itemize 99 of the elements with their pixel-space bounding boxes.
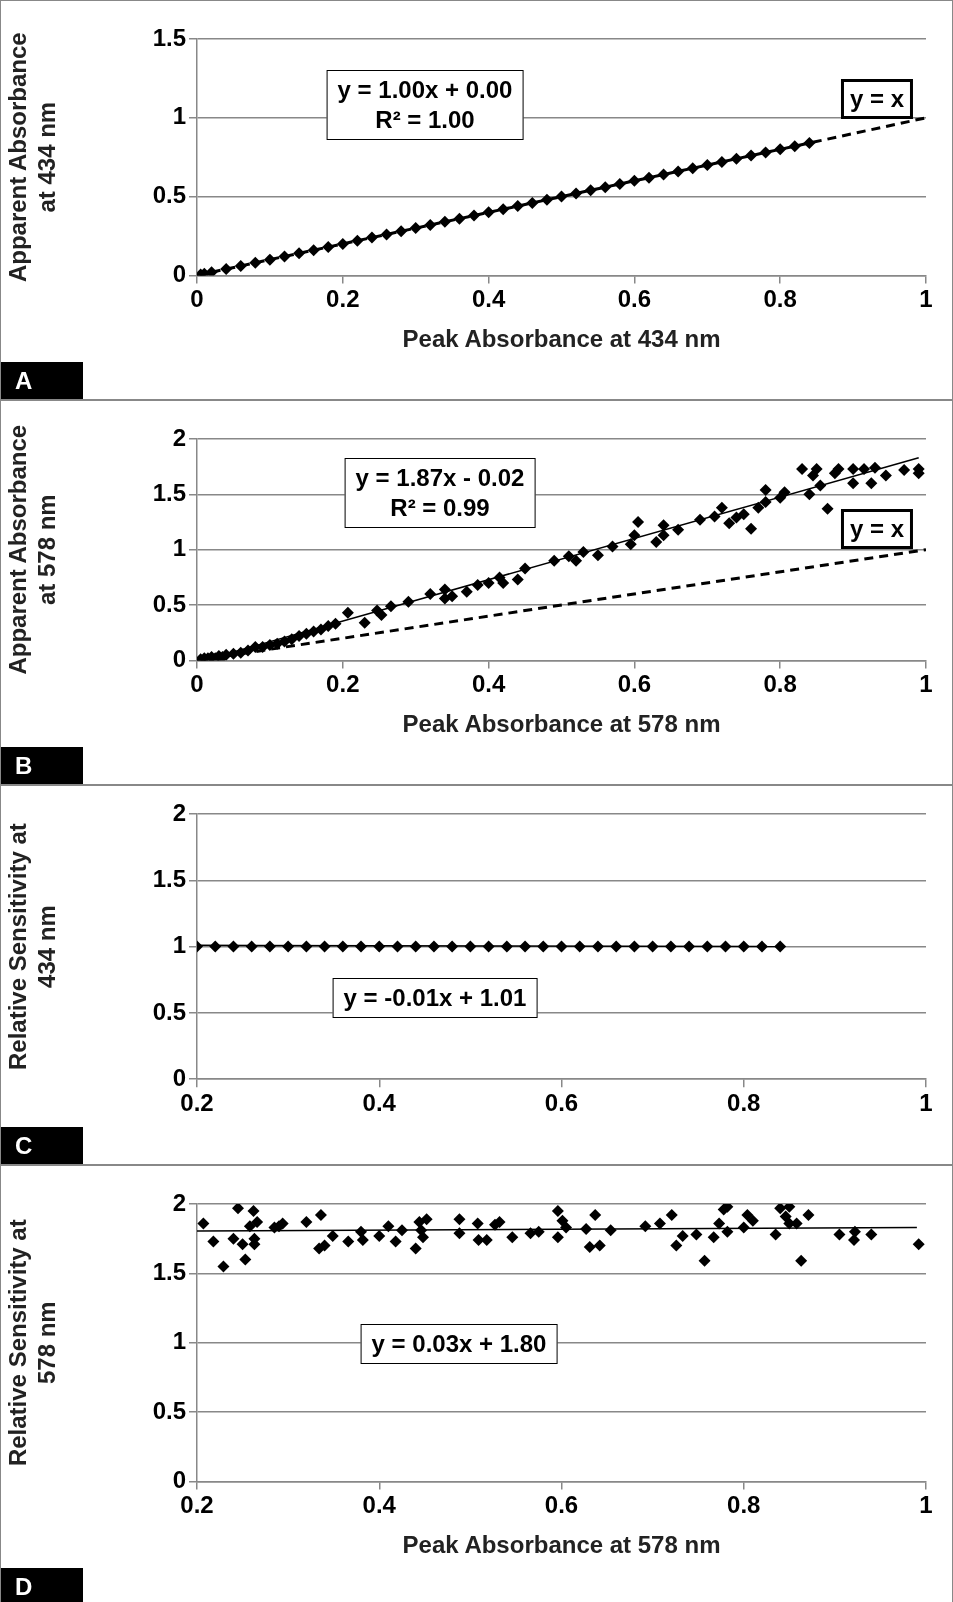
annotation: y = 1.00x + 0.00 R² = 1.00 [326, 70, 524, 140]
point [570, 187, 583, 200]
y-tick-label: 0.5 [152, 1396, 186, 1424]
point [613, 177, 626, 190]
text: A [1, 362, 83, 399]
x-tick-label: 1 [919, 1491, 933, 1519]
point [336, 237, 349, 250]
y-axis-title: Apparent Absorbance at 578 nm [4, 424, 60, 675]
y-axis-title: Relative Sensitivity at 578 nm [4, 1219, 60, 1467]
x-tick-label: 0.8 [727, 1491, 761, 1519]
point [263, 253, 276, 266]
x-tick-label: 0.8 [763, 670, 797, 698]
y-tick-label: 1 [172, 931, 186, 959]
x-tick-label: 0.4 [362, 1491, 397, 1519]
y-tick-label: 2 [172, 1188, 186, 1216]
point [438, 215, 451, 228]
y-tick-label: 0 [172, 1063, 186, 1091]
annotation: y = x [840, 79, 914, 119]
y-tick-label: 1.5 [152, 1257, 186, 1285]
annotation: y = x [840, 509, 914, 549]
x-tick-label: 0 [190, 285, 204, 313]
annotation: y = 1.87x - 0.02 R² = 0.99 [344, 458, 536, 528]
point [526, 196, 539, 209]
x-tick-label: 0.4 [471, 285, 506, 313]
point [380, 228, 393, 241]
point [715, 155, 728, 168]
point [584, 184, 597, 197]
x-tick-label: 1 [919, 670, 933, 698]
point [497, 203, 510, 216]
x-tick-label: 0.6 [617, 285, 652, 313]
x-tick-label: 0.2 [326, 670, 360, 698]
point [672, 165, 685, 178]
x-tick-label: 0.4 [362, 1089, 397, 1117]
point [628, 174, 641, 187]
point [365, 231, 378, 244]
x-axis-title: Peak Absorbance at 578 nm [402, 710, 721, 738]
point [759, 146, 772, 159]
point [540, 193, 553, 206]
y-tick-label: 0 [172, 260, 186, 288]
x-axis-title: Peak Absorbance at 434 nm [402, 325, 721, 353]
point [278, 250, 291, 263]
point [701, 159, 714, 172]
point [788, 140, 801, 153]
y-tick-label: 1.5 [152, 478, 186, 506]
y-tick-label: 1 [172, 534, 186, 562]
y-tick-label: 1.5 [152, 23, 186, 51]
point [424, 218, 437, 231]
y-tick-label: 1 [172, 1327, 186, 1355]
y-tick-label: 0 [172, 645, 186, 673]
point [234, 259, 247, 272]
point [322, 241, 335, 254]
x-tick-label: 0.2 [180, 1089, 214, 1117]
point [453, 212, 466, 225]
x-tick-label: 0 [190, 670, 204, 698]
point [307, 244, 320, 257]
point [293, 247, 306, 260]
point [745, 149, 758, 162]
y-tick-label: 0.5 [152, 997, 186, 1025]
point [220, 263, 233, 276]
point [657, 168, 670, 181]
point [395, 225, 408, 238]
point [555, 190, 568, 203]
x-tick-label: 0.4 [471, 670, 506, 698]
text: C [1, 1127, 83, 1164]
point [730, 152, 743, 165]
point [803, 137, 816, 150]
y-tick-label: 1.5 [152, 864, 186, 892]
x-axis-title: Peak Absorbance at 578 nm [402, 1531, 721, 1559]
point [774, 143, 787, 156]
y-axis-title: Relative Sensitivity at 434 nm [4, 823, 60, 1070]
y-tick-label: 0 [172, 1466, 186, 1494]
point [599, 181, 612, 194]
annotation: y = 0.03x + 1.80 [360, 1324, 558, 1364]
text: D [1, 1568, 83, 1602]
x-tick-label: 0.6 [544, 1089, 579, 1117]
point [409, 222, 422, 235]
x-tick-label: 0.6 [617, 670, 652, 698]
y-tick-label: 2 [172, 798, 186, 826]
x-tick-label: 1 [919, 1089, 933, 1117]
x-tick-label: 1 [919, 285, 933, 313]
point [351, 234, 364, 247]
y-tick-label: 1 [172, 102, 186, 130]
y-axis-title: Apparent Absorbance at 434 nm [4, 32, 60, 283]
point [482, 206, 495, 219]
point [686, 162, 699, 175]
point [249, 256, 262, 269]
point [468, 209, 481, 222]
x-tick-label: 0.6 [544, 1491, 579, 1519]
x-tick-label: 0.8 [727, 1089, 761, 1117]
y-tick-label: 0.5 [152, 181, 186, 209]
x-tick-label: 0.2 [180, 1491, 214, 1519]
x-tick-label: 0.2 [326, 285, 360, 313]
point [642, 171, 655, 184]
y-tick-label: 0.5 [152, 589, 186, 617]
annotation: y = -0.01x + 1.01 [332, 978, 538, 1018]
point [511, 200, 524, 213]
text: B [1, 747, 83, 784]
x-tick-label: 0.8 [763, 285, 797, 313]
y-tick-label: 2 [172, 423, 186, 451]
